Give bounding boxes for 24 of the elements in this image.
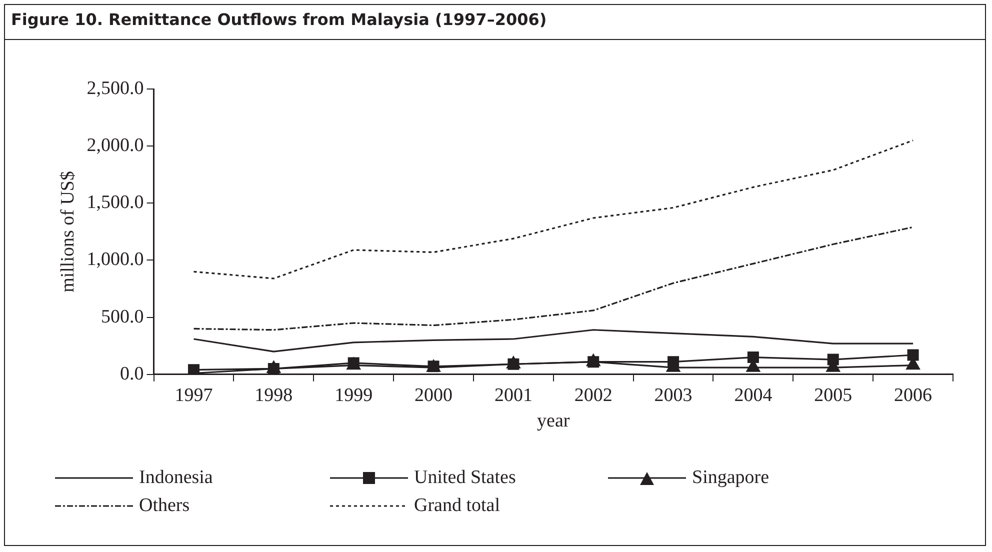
x-tick-label: 2003 <box>654 384 692 406</box>
x-tick-label: 2000 <box>414 384 453 406</box>
x-tick-label: 2005 <box>814 384 852 406</box>
chart-title: Figure 10. Remittance Outflows from Malaysia (1997–2006) <box>11 10 547 29</box>
legend-label: Indonesia <box>139 467 213 489</box>
x-tick-label: 2004 <box>734 384 773 406</box>
y-tick-label: 2,000.0 <box>86 135 144 156</box>
y-axis-title: millions of US$ <box>57 170 78 292</box>
x-tick-label: 1998 <box>254 384 293 406</box>
legend-label: Singapore <box>692 467 770 489</box>
y-tick-label: 1,500.0 <box>86 192 144 214</box>
y-tick-label: 1,000.0 <box>86 249 144 270</box>
y-tick-label: 500.0 <box>101 306 144 328</box>
legend-label: Others <box>139 495 190 517</box>
x-tick-label: 2001 <box>494 384 532 406</box>
x-axis-title: year <box>537 410 570 432</box>
x-tick-label: 1997 <box>174 384 213 406</box>
y-tick-label: 0.0 <box>120 363 144 384</box>
x-tick-label: 2006 <box>894 384 932 406</box>
y-tick-label: 2,500.0 <box>86 78 144 99</box>
x-tick-label: 1999 <box>334 384 373 406</box>
legend-label: Grand total <box>414 495 500 517</box>
x-tick-label: 2002 <box>574 384 612 406</box>
legend-label: United States <box>414 467 516 489</box>
